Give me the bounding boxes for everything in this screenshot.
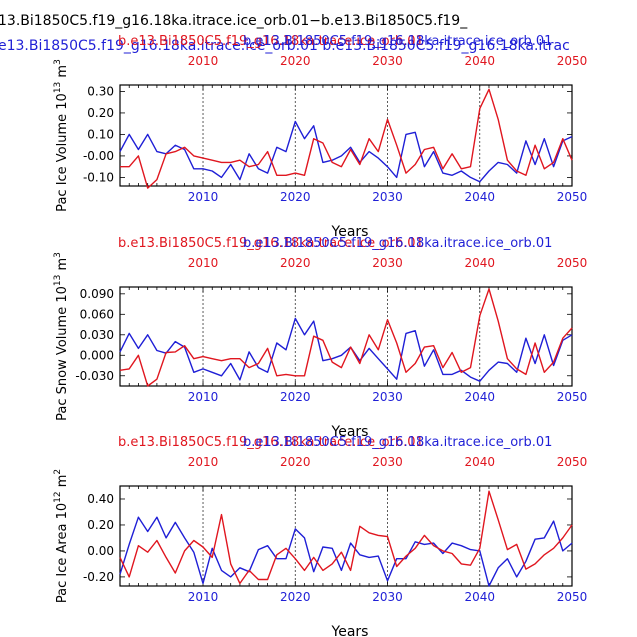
xtick-label-bottom: 2010 (188, 390, 219, 404)
x-axis-label: Years (331, 224, 369, 240)
xtick-label-bottom: 2010 (188, 590, 219, 604)
series-line-red (119, 490, 573, 585)
series-line-blue (119, 120, 573, 183)
xtick-label-bottom: 2030 (372, 390, 403, 404)
xtick-label-bottom: 2020 (280, 190, 311, 204)
y-axis-label-text: Pac Ice Area 10 (55, 503, 70, 603)
panel-title-red: b.e13.Bi1850C5.f19_g16.18ka.trace.ice_or… (118, 34, 424, 49)
ytick-label: 0.20 (87, 106, 114, 120)
xtick-label-top: 2020 (280, 54, 311, 68)
y-axis-label-unit: m (55, 475, 70, 492)
ytick-label: 0.10 (87, 127, 114, 141)
y-axis-label-text: Pac Snow Volume 10 (55, 286, 70, 421)
chart-panel-1: b.e13.Bi1850C5.f19_g16.18ka.trace.ice_or… (53, 34, 587, 240)
plot-frame (119, 286, 573, 387)
xtick-label-bottom: 2030 (372, 190, 403, 204)
xtick-label-bottom: 2040 (464, 590, 495, 604)
xtick-label-top: 2020 (280, 455, 311, 469)
ytick-label: -0.00 (83, 149, 114, 163)
xtick-label-bottom: 2010 (188, 190, 219, 204)
ytick-label: 0.060 (80, 307, 114, 321)
xtick-label-top: 2050 (557, 256, 588, 270)
xtick-label-bottom: 2050 (557, 190, 588, 204)
chart-panel-2: b.e13.Bi1850C5.f19_g16.18ka.trace.ice_or… (53, 236, 587, 440)
xtick-label-top: 2030 (372, 54, 403, 68)
series-line-blue (119, 516, 573, 587)
y-axis-label: Pac Snow Volume 1013 m3 (53, 252, 70, 421)
ytick-label: 0.40 (87, 492, 114, 506)
xtick-label-top: 2020 (280, 256, 311, 270)
xtick-label-top: 2050 (557, 455, 588, 469)
ytick-label: 0.030 (80, 328, 114, 342)
xtick-label-bottom: 2020 (280, 390, 311, 404)
y-axis-label-exponent: 13 (53, 275, 63, 286)
panel-title-blue: b.e13.Bi1850C5.f19_g16.18ka.itrace.ice_o… (243, 34, 552, 49)
xtick-label-bottom: 2050 (557, 590, 588, 604)
y-axis-label-text: Pac Ice Volume 10 (55, 93, 70, 212)
ytick-label: 0.30 (87, 84, 114, 98)
chart-panels: b.e13.Bi1850C5.f19_g16.18ka.trace.ice_or… (53, 34, 587, 637)
y-axis-label: Pac Ice Area 1012 m2 (53, 469, 70, 603)
panel-title-blue: b.e13.Bi1850C5.f19_g16.18ka.itrace.ice_o… (243, 435, 552, 450)
xtick-label-top: 2010 (188, 256, 219, 270)
series-line-red (119, 288, 573, 387)
xtick-label-top: 2050 (557, 54, 588, 68)
xtick-label-top: 2040 (464, 54, 495, 68)
ytick-label: 0.20 (87, 518, 114, 532)
y-axis-label-unit-exponent: 3 (53, 252, 63, 258)
y-axis-label-unit: m (55, 258, 70, 275)
y-axis-label-unit-exponent: 3 (53, 59, 63, 65)
xtick-label-top: 2010 (188, 455, 219, 469)
x-axis-label: Years (331, 624, 369, 637)
xtick-label-top: 2030 (372, 455, 403, 469)
ytick-label: -0.10 (83, 170, 114, 184)
ytick-label: -0.20 (83, 570, 114, 584)
ytick-label: 0.000 (80, 348, 114, 362)
series-line-blue (119, 317, 573, 382)
xtick-label-top: 2030 (372, 256, 403, 270)
y-axis-label-exponent: 13 (53, 82, 63, 93)
y-axis-label-unit: m (55, 65, 70, 82)
xtick-label-bottom: 2050 (557, 390, 588, 404)
ytick-label: -0.030 (75, 369, 114, 383)
xtick-label-bottom: 2030 (372, 590, 403, 604)
ytick-label: 0.00 (87, 544, 114, 558)
plot-frame (119, 84, 573, 187)
figure-title-line2: e13.Bi1850C5.f19_g16.18ka.itrace.ice_orb… (0, 38, 570, 54)
panel-title-red: b.e13.Bi1850C5.f19_g16.18ka.trace.ice_or… (118, 435, 424, 450)
y-axis-label-unit-exponent: 2 (53, 469, 63, 475)
y-axis-label-exponent: 12 (53, 491, 63, 502)
plot-frame (119, 485, 573, 587)
xtick-label-top: 2010 (188, 54, 219, 68)
series-line-red (120, 88, 573, 189)
ytick-label: 0.090 (80, 287, 114, 301)
y-axis-label: Pac Ice Volume 1013 m3 (53, 59, 70, 212)
xtick-label-top: 2040 (464, 455, 495, 469)
xtick-label-bottom: 2020 (280, 590, 311, 604)
xtick-label-bottom: 2040 (464, 190, 495, 204)
panel-title-red: b.e13.Bi1850C5.f19_g16.18ka.trace.ice_or… (118, 236, 424, 251)
x-axis-label: Years (331, 424, 369, 440)
chart-panel-3: b.e13.Bi1850C5.f19_g16.18ka.trace.ice_or… (53, 435, 587, 637)
xtick-label-bottom: 2040 (464, 390, 495, 404)
xtick-label-top: 2040 (464, 256, 495, 270)
panel-title-blue: b.e13.Bi1850C5.f19_g16.18ka.itrace.ice_o… (243, 236, 552, 251)
figure-title-line1: 13.Bi1850C5.f19_g16.18ka.itrace.ice_orb.… (0, 13, 468, 29)
